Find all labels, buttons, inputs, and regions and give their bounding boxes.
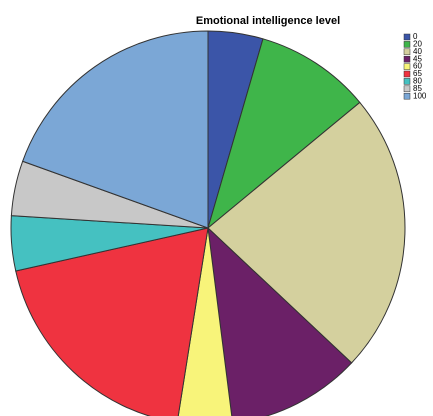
legend-swatch [403,33,411,41]
pie-slice [207,226,353,416]
legend-label: 65 [413,69,422,78]
legend-swatch [403,70,411,78]
legend-label: 85 [413,84,422,93]
legend-label: 80 [413,77,422,86]
pie-slice [177,227,233,416]
pie-slice [15,227,209,416]
pie-slice [22,30,209,229]
legend-label: 100 [413,91,427,100]
legend-swatch [403,78,411,85]
pie-slice [207,101,406,364]
legend-swatch [403,48,411,56]
legend-swatch [403,41,411,48]
legend-label: 45 [413,54,422,63]
legend-label: 0 [413,32,418,41]
legend-swatch [403,63,411,70]
legend-swatch [403,85,411,93]
pie-slice [207,38,361,230]
legend-label: 40 [413,47,422,56]
legend-label: 60 [413,62,422,71]
legend-swatch [403,92,411,100]
legend-label: 20 [413,40,422,49]
chart-title: Emotional intelligence level [196,15,340,27]
legend-swatch [403,55,411,63]
